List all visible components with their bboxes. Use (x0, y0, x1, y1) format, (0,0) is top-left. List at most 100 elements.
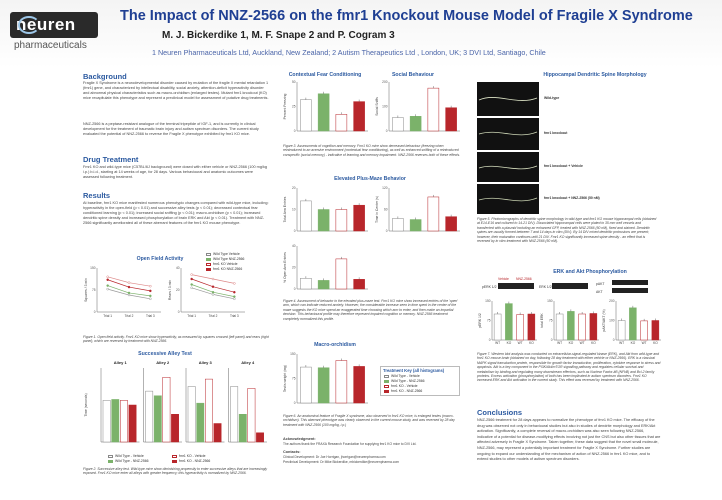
tick-label: 150 (290, 352, 296, 356)
treatment-key: Treatment Key (all histograms) Wild Type… (380, 366, 460, 396)
tick-label: 10 (292, 208, 296, 212)
epm-title: Elevated Plus-Maze Behavior (334, 176, 406, 182)
legend-label: fmr1 KO - NNZ-2566 (179, 459, 211, 463)
category-label: WT (495, 341, 500, 345)
data-point (106, 278, 109, 281)
tick-label: 75 (92, 288, 96, 292)
data-point (190, 273, 193, 276)
bar (171, 414, 179, 443)
bar (300, 99, 312, 132)
category-label: WT (619, 341, 624, 345)
bar (128, 404, 137, 443)
category-label: Trial 1 (187, 314, 196, 318)
dendrite-image (477, 152, 539, 182)
bar (578, 313, 586, 341)
tick-label: 20 (292, 186, 296, 190)
data-point (127, 285, 131, 289)
open-field-chart: 0 75 150 Squares / 3 min Trial 1 Trial 2 Trial… (84, 266, 245, 318)
bar (317, 280, 330, 290)
figure-2-caption: Figure 2. Successive alley test. Wild-ty… (83, 467, 268, 476)
bar (238, 414, 247, 443)
bar (102, 400, 111, 443)
authors: M. J. Bickerdike 1, M. F. Snape 2 and P.… (162, 30, 395, 41)
bar (651, 320, 660, 341)
conclusions-text: NNZ-2566 treatment for 28 days appears t… (477, 418, 661, 462)
results-heading: Results (83, 191, 111, 200)
blot-head: Vehicle (498, 277, 509, 281)
data-point (149, 294, 152, 298)
bar (213, 423, 222, 443)
bar (409, 116, 422, 132)
data-point (149, 297, 152, 301)
data-point (106, 275, 109, 279)
tick-label: 150 (485, 299, 491, 303)
y-axis-label: Time in Center (s) (375, 196, 379, 223)
tick-label: 0 (386, 129, 388, 133)
bar (629, 307, 637, 341)
bar (300, 200, 312, 232)
tick-label: 25 (292, 105, 296, 109)
alley-legend: Wild Type - Vehicle Wild Type - NNZ-2566 (108, 454, 148, 464)
social-chart: 0 100 200 Social Sniffs (375, 80, 460, 133)
tick-label: 60 (384, 208, 388, 212)
category-label: KO (507, 341, 512, 345)
tick-label: 40 (176, 266, 180, 270)
bar (205, 378, 213, 443)
epm-center-chart: 0 60 120 Time in Center (s) (375, 186, 460, 233)
data-point (233, 297, 236, 301)
figure-6-caption: Figure 6. An anatomical feature of Fragi… (283, 414, 455, 427)
data-point (106, 284, 109, 287)
category-label: KO (653, 341, 658, 345)
legend-label: Wild Type - NNZ-2566 (391, 379, 425, 383)
bar (162, 377, 171, 443)
y-axis-label: % Open Arm Entries (283, 252, 287, 283)
data-point (190, 277, 193, 281)
bar (335, 258, 348, 290)
alley-label: Alley 3 (199, 360, 213, 365)
y-axis-label: Social Sniffs (375, 97, 379, 116)
category-label: WT (642, 341, 647, 345)
open-field-legend: Wild Type Vehicle Wild Type NNZ-2566 fmr… (206, 252, 244, 272)
erk-title: ERK and Akt Phosphorylation (553, 269, 627, 275)
bar (392, 218, 404, 232)
tick-label: 0 (294, 287, 296, 291)
tick-label: 200 (609, 299, 615, 303)
bar (427, 196, 440, 232)
successive-alley-chart: Time (seconds) Alley 1 Alley 2 Alley 3 Alley… (84, 360, 267, 443)
data-point (190, 283, 193, 286)
bar (353, 204, 365, 232)
tick-label: 75 (292, 377, 296, 381)
tick-label: 40 (292, 244, 296, 248)
y-axis-label: Rears / 3 min (168, 280, 172, 300)
data-point (149, 284, 152, 288)
alley-label: Alley 1 (114, 360, 128, 365)
hipp-label-wildtype: Wild-type (544, 96, 560, 100)
bar (317, 93, 330, 132)
blot-head: NNZ-2566 (516, 277, 532, 281)
data-point (106, 287, 109, 291)
category-label: Trial 1 (103, 314, 112, 318)
tick-label: 0 (613, 338, 615, 342)
y-axis-label: pERK 1/2 (478, 313, 482, 328)
data-point (211, 293, 215, 296)
bar (317, 209, 330, 232)
bar (493, 313, 502, 341)
macro-chart: 0 75 150 Testis weight (mg) (283, 352, 368, 405)
legend-label: Wild Type - Vehicle (115, 454, 144, 458)
bar (256, 432, 264, 443)
bar (392, 117, 404, 132)
data-point (127, 281, 131, 284)
hipp-label-ko-vehicle: fmr1 knockout + Vehicle (544, 164, 583, 168)
total-erk-chart: 0 75 150 total ERK WT KO WT KO (540, 299, 599, 345)
bar (300, 278, 312, 290)
data-point (127, 291, 131, 295)
bar (353, 366, 365, 404)
bar (445, 107, 457, 132)
legend-label: Wild Type - Vehicle (391, 374, 420, 378)
epm-entries-chart: 0 10 20 Total Arm Entries (283, 186, 368, 233)
tick-label: 100 (382, 105, 388, 109)
bar (505, 303, 513, 341)
poster-title: The Impact of NNZ-2566 on the fmr1 Knock… (120, 8, 693, 24)
bar (445, 216, 457, 232)
blot-image (612, 288, 648, 293)
